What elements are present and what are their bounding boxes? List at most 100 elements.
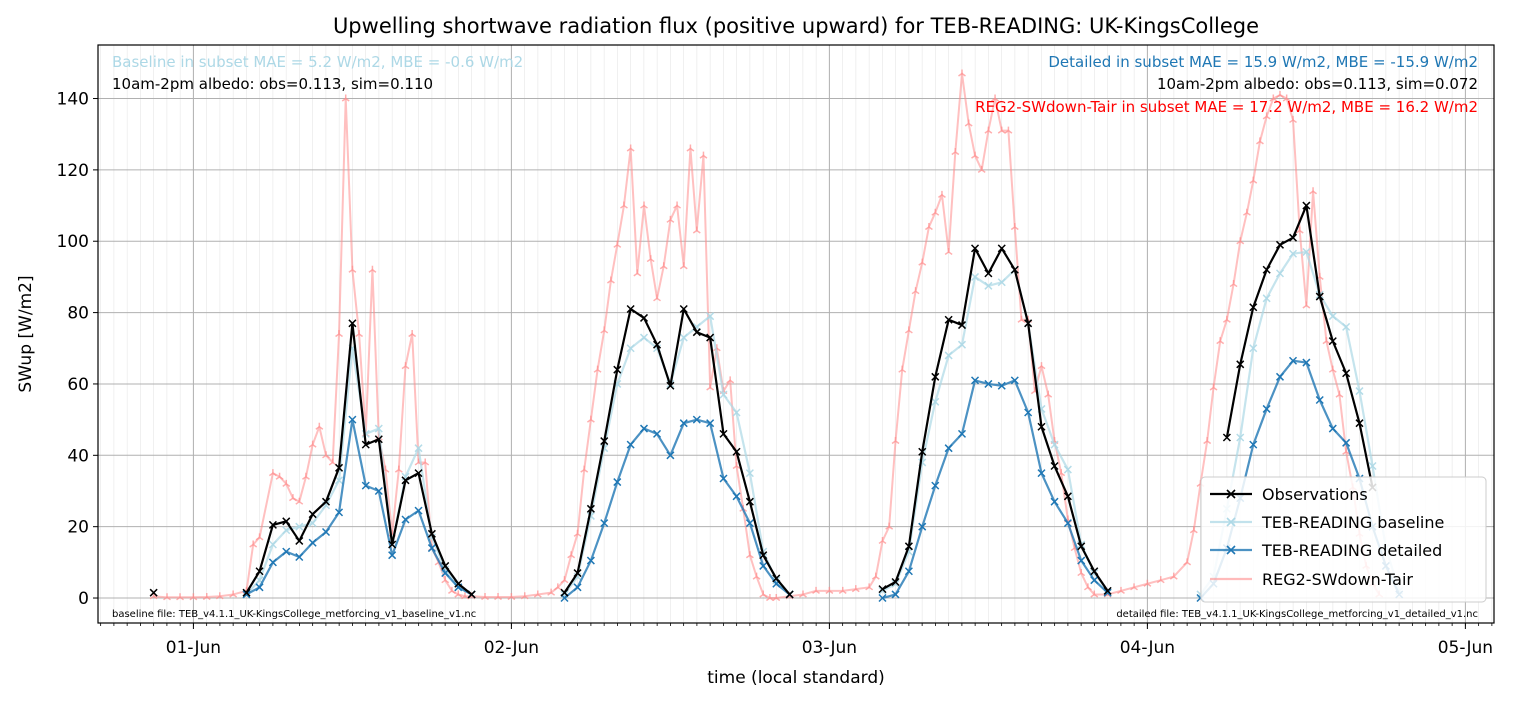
data-point-marker — [626, 440, 635, 449]
data-point-marker — [573, 583, 582, 592]
data-point-marker — [679, 262, 688, 270]
data-point-marker — [1090, 576, 1099, 585]
data-point-marker — [991, 94, 1000, 102]
data-point-marker — [971, 151, 979, 159]
data-point-marker — [1288, 356, 1298, 365]
x-tick-label: 03-Jun — [802, 638, 857, 658]
data-point-marker — [1209, 383, 1218, 391]
data-point-marker — [1077, 556, 1086, 565]
legend-entry-detailed: TEB-READING detailed — [1210, 541, 1442, 560]
data-point-marker — [984, 269, 993, 278]
data-point-marker — [573, 529, 582, 537]
data-point-marker — [1368, 461, 1377, 471]
data-point-marker — [984, 281, 993, 290]
data-point-marker — [1236, 237, 1245, 245]
data-point-marker — [904, 542, 913, 551]
data-point-marker — [388, 551, 397, 560]
data-point-marker — [341, 94, 350, 102]
data-point-marker — [719, 429, 728, 438]
data-point-marker — [1090, 567, 1099, 576]
data-point-marker — [646, 255, 655, 263]
data-point-marker — [1037, 469, 1046, 478]
data-point-marker — [229, 590, 238, 598]
data-point-marker — [759, 551, 768, 560]
data-point-marker — [1103, 586, 1112, 595]
data-point-marker — [1249, 344, 1258, 353]
data-point-marker — [620, 201, 628, 209]
data-point-marker — [1169, 572, 1178, 580]
data-point-marker — [726, 376, 735, 384]
data-point-marker — [851, 585, 860, 593]
data-point-marker — [321, 497, 331, 506]
data-point-marker — [1282, 94, 1291, 102]
data-point-marker — [1004, 126, 1013, 134]
series-line — [1225, 204, 1374, 488]
data-point-marker — [1242, 208, 1251, 216]
data-point-marker — [586, 556, 595, 565]
data-point-marker — [295, 536, 304, 545]
data-point-marker — [401, 515, 410, 524]
data-point-marker — [322, 451, 330, 459]
detailed-file-annotation: detailed file: TEB_v4.1.1_UK-KingsColleg… — [1116, 609, 1478, 620]
data-point-marker — [408, 330, 417, 338]
data-point-marker — [1249, 176, 1258, 184]
data-point-marker — [282, 526, 291, 535]
data-point-marker — [1229, 280, 1238, 288]
data-point-marker — [1275, 269, 1285, 278]
data-point-marker — [163, 593, 171, 601]
data-point-marker — [600, 519, 609, 528]
data-point-marker — [1355, 387, 1364, 396]
legend-label-observations: Observations — [1262, 485, 1368, 504]
data-point-marker — [335, 330, 343, 338]
data-point-marker — [639, 424, 649, 433]
data-point-marker — [639, 333, 649, 342]
data-point-marker — [1063, 519, 1072, 528]
data-point-marker — [931, 372, 940, 381]
y-tick-label: 140 — [57, 90, 89, 110]
data-point-marker — [745, 519, 754, 528]
data-point-marker — [1050, 440, 1059, 449]
data-point-marker — [600, 326, 609, 334]
data-point-marker — [706, 419, 715, 428]
data-point-marker — [1342, 438, 1351, 447]
legend-entry-observations: Observations — [1210, 485, 1368, 504]
series-line — [563, 315, 791, 596]
data-point-marker — [865, 583, 874, 591]
data-point-marker — [885, 522, 894, 530]
data-point-marker — [931, 208, 940, 216]
data-point-marker — [699, 151, 708, 159]
data-point-marker — [335, 508, 344, 517]
data-point-marker — [898, 365, 907, 373]
data-point-marker — [812, 586, 820, 594]
data-point-marker — [653, 294, 661, 302]
data-point-marker — [918, 522, 927, 531]
data-point-marker — [374, 424, 383, 433]
data-point-marker — [1063, 465, 1072, 474]
data-point-marker — [1203, 437, 1212, 445]
data-point-marker — [1315, 395, 1324, 405]
series-line — [881, 268, 1109, 592]
data-point-marker — [679, 333, 688, 342]
data-point-marker — [891, 437, 900, 445]
data-point-marker — [1050, 497, 1059, 506]
data-point-marker — [268, 469, 277, 477]
data-point-marker — [679, 304, 688, 314]
data-point-marker — [745, 551, 754, 559]
data-point-marker — [567, 551, 576, 559]
data-point-marker — [1143, 579, 1152, 587]
y-tick-label: 100 — [57, 232, 89, 252]
data-point-marker — [958, 69, 966, 77]
data-point-marker — [951, 148, 960, 156]
legend-label-detailed: TEB-READING detailed — [1261, 541, 1442, 560]
data-point-marker — [427, 529, 436, 538]
data-point-marker — [427, 544, 436, 553]
data-point-marker — [878, 585, 887, 594]
data-point-marker — [481, 592, 489, 601]
data-point-marker — [275, 472, 284, 480]
data-point-marker — [1275, 372, 1285, 381]
data-point-marker — [1288, 249, 1298, 258]
data-point-marker — [613, 365, 622, 374]
data-point-marker — [772, 594, 781, 602]
data-point-marker — [1328, 365, 1337, 373]
data-point-marker — [368, 265, 377, 273]
